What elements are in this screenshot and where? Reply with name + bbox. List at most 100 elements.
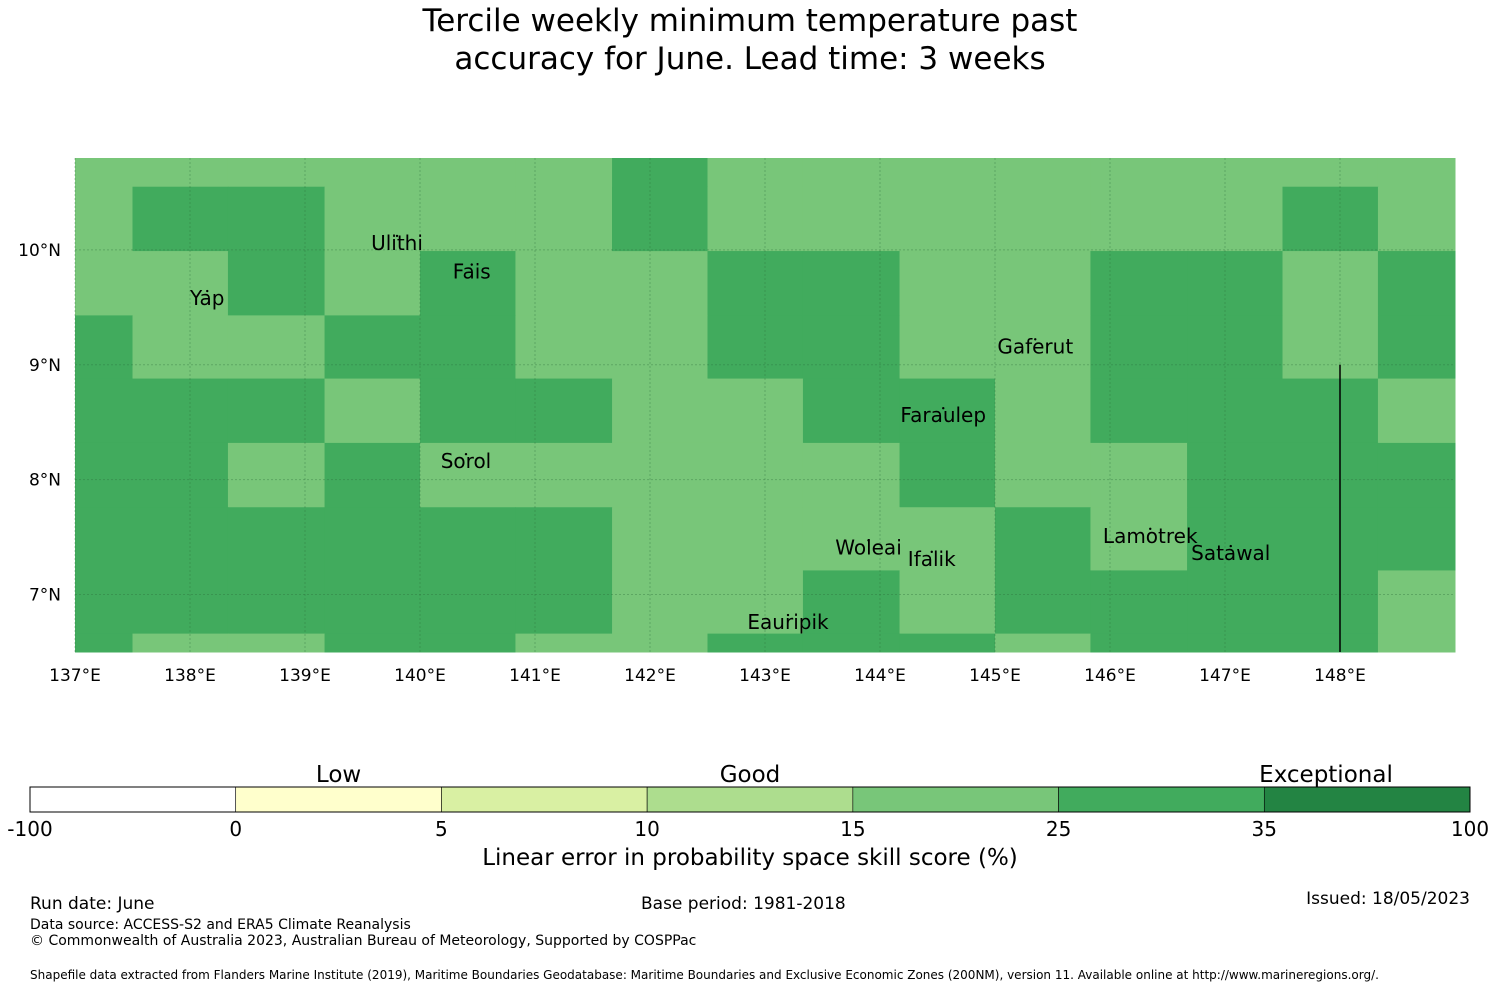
skill-cell <box>75 507 133 571</box>
skill-cell <box>75 442 133 508</box>
skill-cell <box>1282 507 1379 571</box>
skill-cell <box>1377 186 1456 252</box>
longitude-tick-label: 146°E <box>1084 666 1136 686</box>
longitude-tick-label: 138°E <box>164 666 216 686</box>
skill-cell <box>1377 251 1456 316</box>
skill-cell <box>612 507 708 571</box>
skill-cell <box>324 186 421 252</box>
skill-cell <box>995 378 1091 444</box>
skill-cell <box>227 633 326 653</box>
skill-cell <box>1187 251 1283 316</box>
skill-cell <box>227 570 326 635</box>
place-label: Ulithi <box>371 231 423 255</box>
skill-cell <box>1282 378 1379 444</box>
skill-cell <box>1090 442 1188 508</box>
skill-cell <box>1377 315 1456 380</box>
skill-cell <box>227 378 326 444</box>
skill-cell <box>420 507 516 571</box>
skill-cell <box>75 315 133 380</box>
skill-cell <box>802 186 901 252</box>
skill-cell <box>612 442 708 508</box>
colorbar: -100 0 5 10 15 25 35 100 Low Good Exceptional <box>7 762 1489 841</box>
skill-cell <box>899 158 996 188</box>
skill-cell <box>899 442 996 508</box>
place-label: Lamotrek <box>1103 524 1198 548</box>
skill-cell <box>899 507 996 571</box>
copyright: © Commonwealth of Australia 2023, Austra… <box>30 933 697 949</box>
skill-cell <box>995 315 1091 380</box>
skill-cell <box>515 315 613 380</box>
longitude-tick-label: 145°E <box>969 666 1021 686</box>
skill-cell <box>1282 570 1379 635</box>
shapefile-credit: Shapefile data extracted from Flanders M… <box>30 968 1379 982</box>
skill-cell <box>132 186 229 252</box>
skill-cell <box>132 442 229 508</box>
skill-cell <box>515 442 613 508</box>
place-label: Woleai <box>835 535 902 559</box>
longitude-tick-label: 141°E <box>509 666 561 686</box>
skill-cell <box>1090 158 1188 188</box>
colorbar-segment <box>29 786 237 813</box>
skill-cell <box>515 507 613 571</box>
island-mark <box>470 263 473 266</box>
skill-cell <box>515 633 613 653</box>
skill-cell <box>132 570 229 635</box>
longitude-tick-label: 147°E <box>1199 666 1251 686</box>
skill-cell <box>1090 633 1188 653</box>
skill-cell <box>612 378 708 444</box>
colorbar-category-label: Good <box>720 762 781 788</box>
skill-cell <box>1090 507 1188 571</box>
colorbar-tick-label: 35 <box>1252 817 1277 841</box>
island-mark <box>1034 338 1037 341</box>
colorbar-tick-label: 15 <box>840 817 865 841</box>
skill-cell <box>75 570 133 635</box>
skill-cell <box>1090 315 1188 380</box>
latitude-tick-label: 7°N <box>29 586 61 606</box>
skill-cell <box>324 507 421 571</box>
skill-cell <box>802 442 901 508</box>
skill-cell <box>227 158 326 188</box>
colorbar-segment <box>1058 786 1265 813</box>
skill-cell <box>324 633 421 653</box>
colorbar-segment <box>646 786 854 813</box>
skill-cell <box>899 570 996 635</box>
longitude-tick-label: 144°E <box>854 666 906 686</box>
skill-cell <box>132 315 229 380</box>
place-label: Sorol <box>441 449 492 473</box>
skill-cell <box>995 442 1091 508</box>
colorbar-segment <box>1263 786 1471 813</box>
skill-cell <box>707 158 804 188</box>
skill-cell <box>324 158 421 188</box>
island-mark <box>206 289 209 293</box>
skill-cell <box>515 378 613 444</box>
skill-cell <box>324 570 421 635</box>
colorbar-label: Linear error in probability space skill … <box>482 845 1018 871</box>
skill-cell <box>802 315 901 380</box>
skill-cell <box>324 315 421 380</box>
skill-cell <box>75 251 133 316</box>
colorbar-segment <box>852 786 1059 813</box>
skill-cell <box>75 378 133 444</box>
island-mark <box>867 539 870 542</box>
colorbar-frame <box>29 786 1471 813</box>
skill-cell <box>515 570 613 635</box>
skill-cell <box>227 186 326 252</box>
latitude-tick-label: 8°N <box>29 471 61 491</box>
skill-cell <box>1090 251 1188 316</box>
skill-cell <box>1377 442 1456 508</box>
skill-cell <box>995 158 1091 188</box>
skill-cell <box>899 633 996 653</box>
longitude-tick-label: 148°E <box>1314 666 1366 686</box>
skill-cell <box>899 378 996 444</box>
place-labels: Ulithi Fais Yap Gaferut Faraulep Sorol Woleai I… <box>189 231 1270 634</box>
skill-cell <box>612 251 708 316</box>
skill-cell <box>1377 158 1456 188</box>
base-period: Base period: 1981-2018 <box>641 894 846 914</box>
skill-cell <box>707 507 804 571</box>
skill-cell <box>1187 378 1283 444</box>
skill-cell <box>1282 158 1379 188</box>
skill-cell <box>75 633 133 653</box>
colorbar-category-label: Exceptional <box>1259 762 1393 788</box>
skill-cell <box>707 251 804 316</box>
skill-cell <box>132 158 229 188</box>
